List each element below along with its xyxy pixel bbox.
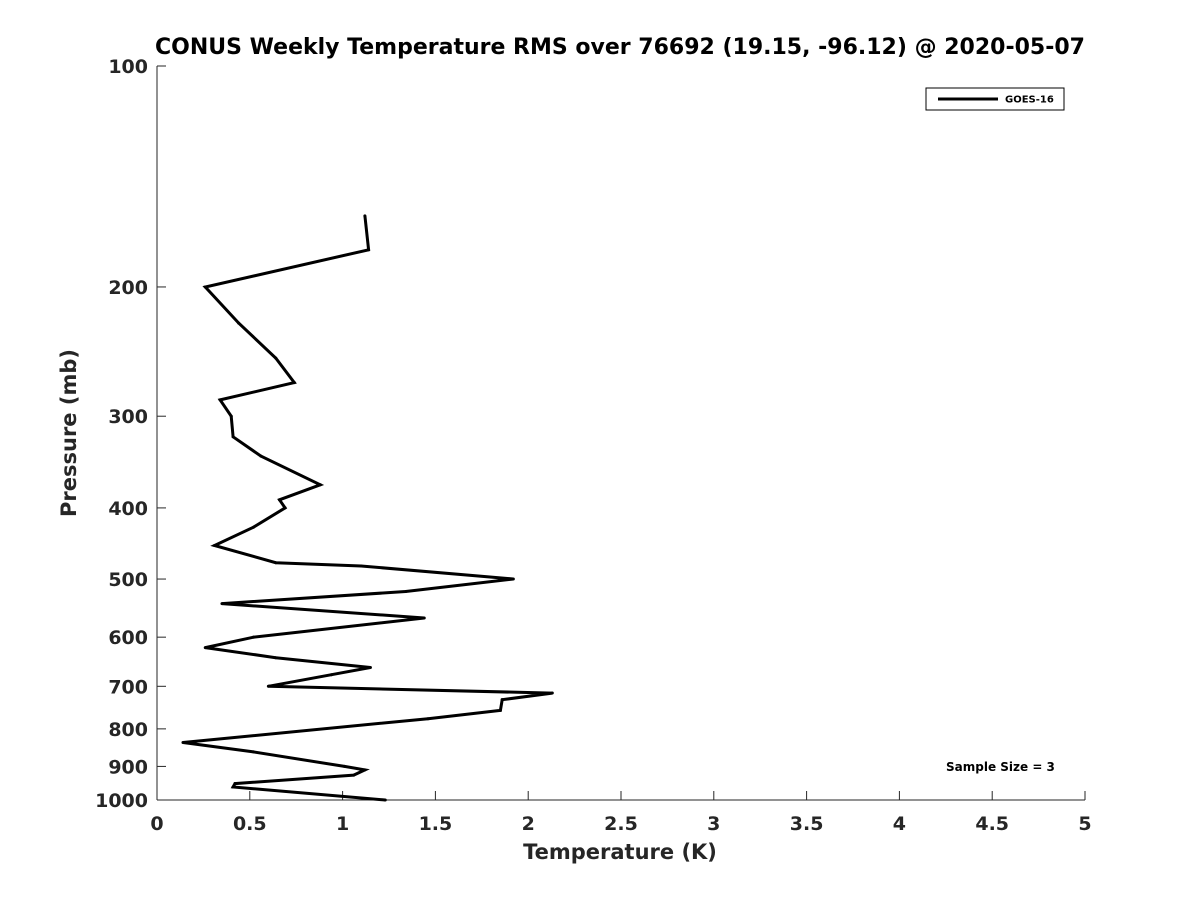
data-point [233, 782, 237, 786]
data-point [426, 717, 430, 721]
data-point [318, 483, 322, 487]
data-point [404, 590, 408, 594]
y-axis-ticks: 100 200 300 400 500 600 700 800 900 1000 [95, 56, 166, 812]
data-point [367, 248, 371, 252]
data-point [274, 356, 278, 360]
y-tick-label: 400 [108, 498, 148, 520]
data-point [363, 214, 367, 218]
x-tick-label: 0.5 [233, 813, 267, 835]
data-point [363, 768, 367, 772]
x-tick-label: 2 [522, 813, 535, 835]
data-point [550, 691, 554, 695]
data-point [359, 564, 363, 568]
x-tick-label: 4.5 [975, 813, 1009, 835]
data-point [292, 381, 296, 385]
y-tick-label: 100 [108, 56, 148, 78]
y-tick-label: 1000 [95, 790, 148, 812]
y-tick-label: 900 [108, 756, 148, 778]
data-point [274, 656, 278, 660]
y-axis-label: Pressure (mb) [57, 349, 81, 517]
data-point [266, 684, 270, 688]
data-point [203, 646, 207, 650]
x-axis-label: Temperature (K) [523, 840, 717, 864]
y-tick-label: 700 [108, 676, 148, 698]
x-tick-label: 5 [1078, 813, 1091, 835]
y-tick-label: 600 [108, 627, 148, 649]
data-point [511, 577, 515, 581]
data-point [218, 398, 222, 402]
legend-label: GOES-16 [1005, 95, 1054, 106]
y-tick-label: 200 [108, 277, 148, 299]
x-tick-label: 1 [336, 813, 349, 835]
data-point [352, 773, 356, 777]
x-axis-ticks: 0 0.5 1 1.5 2 2.5 3 3.5 4 4.5 5 [150, 791, 1092, 835]
y-tick-label: 300 [108, 406, 148, 428]
x-tick-label: 4 [893, 813, 906, 835]
plot-area: 0 0.5 1 1.5 2 2.5 3 3.5 4 4.5 5 100 200 300 400 500 600… [95, 56, 1092, 835]
series-points [181, 214, 554, 802]
data-point [283, 506, 287, 510]
x-tick-label: 1.5 [419, 813, 453, 835]
chart-title: CONUS Weekly Temperature RMS over 76692 … [155, 35, 1085, 60]
data-point [383, 798, 387, 802]
data-point [220, 602, 224, 606]
data-point [252, 635, 256, 639]
legend: GOES-16 [925, 87, 1065, 111]
y-tick-label: 800 [108, 719, 148, 741]
data-point [231, 435, 235, 439]
data-point [237, 321, 241, 325]
data-point [329, 673, 333, 677]
data-point [274, 561, 278, 565]
data-point [252, 525, 256, 529]
data-point [500, 698, 504, 702]
data-point [252, 750, 256, 754]
data-point [368, 666, 372, 670]
data-point [213, 543, 217, 547]
data-point [231, 785, 235, 789]
x-tick-label: 3.5 [790, 813, 824, 835]
data-point [342, 764, 346, 768]
x-tick-label: 2.5 [604, 813, 638, 835]
data-point [229, 414, 233, 418]
series-line-goes-16 [182, 215, 553, 802]
x-tick-label: 0 [150, 813, 163, 835]
data-point [498, 708, 502, 712]
data-point [181, 741, 185, 745]
sample-size-annotation: Sample Size = 3 [946, 760, 1055, 774]
data-point [203, 285, 207, 289]
data-point [422, 616, 426, 620]
y-tick-label: 500 [108, 569, 148, 591]
data-point [277, 498, 281, 502]
x-tick-label: 3 [707, 813, 720, 835]
data-point [259, 454, 263, 458]
